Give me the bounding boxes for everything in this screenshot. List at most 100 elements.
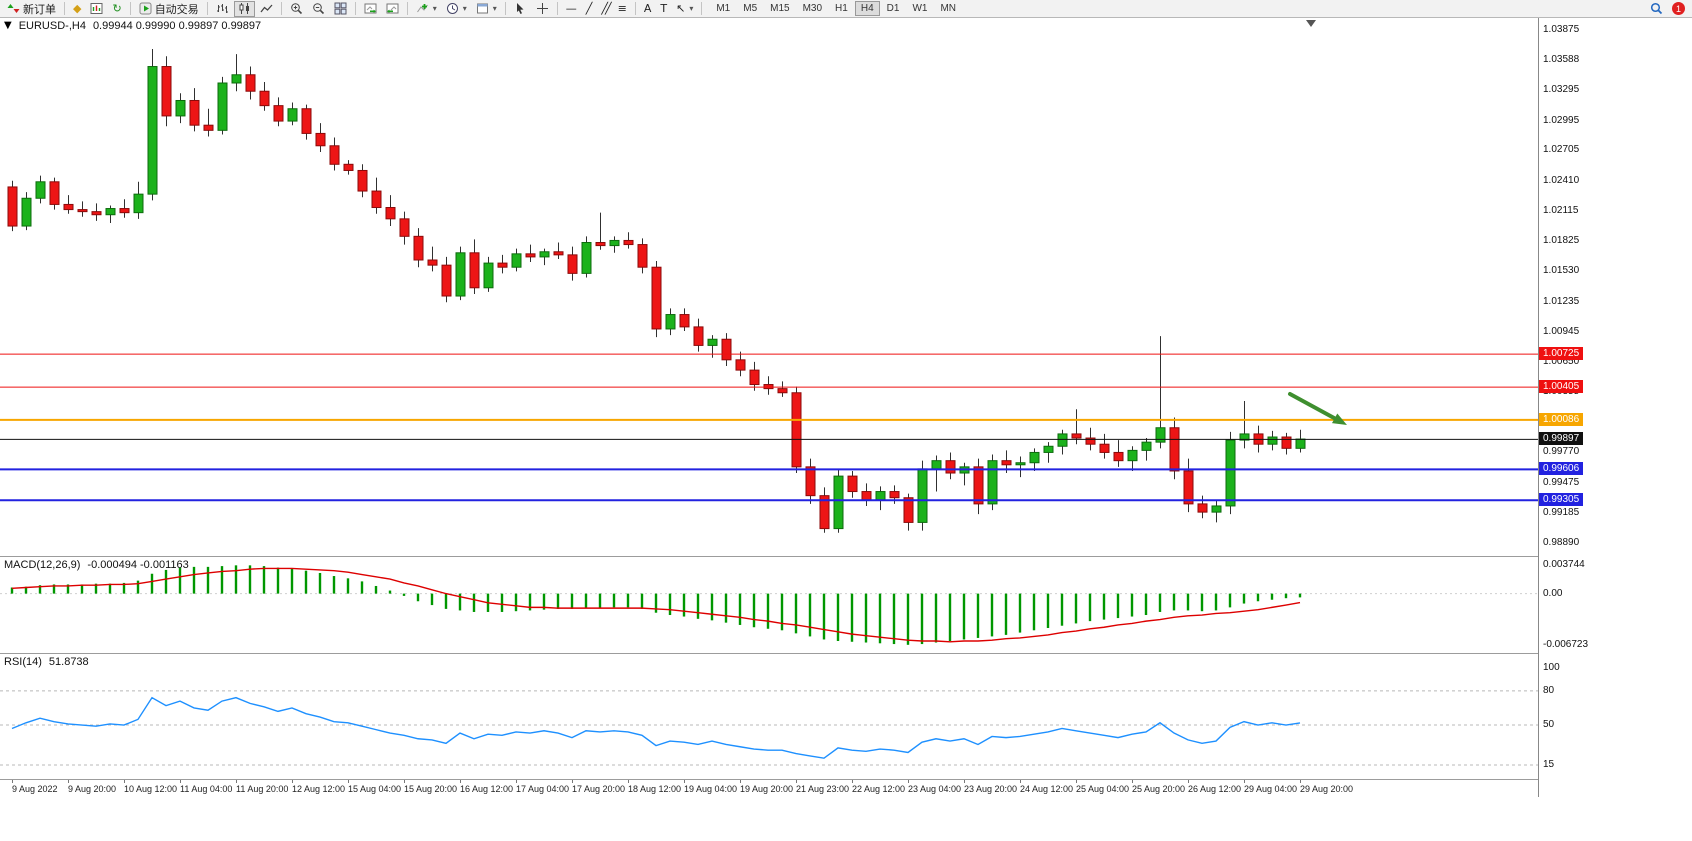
timeframe-mn[interactable]: MN: [934, 1, 962, 16]
time-label: 24 Aug 12:00: [1020, 784, 1074, 794]
time-label: 19 Aug 04:00: [684, 784, 738, 794]
trendline-button[interactable]: ╱: [582, 1, 597, 17]
candle: [147, 49, 158, 201]
candle: [497, 254, 508, 274]
timeframe-h1[interactable]: H1: [829, 1, 854, 16]
search-button[interactable]: [1646, 1, 1667, 17]
auto-scroll-button[interactable]: [360, 1, 381, 17]
candle: [1043, 442, 1054, 463]
candle: [1029, 448, 1040, 471]
zoom-out-button[interactable]: [308, 1, 329, 17]
autotrading-button[interactable]: 自动交易: [135, 1, 203, 17]
fibonacci-button[interactable]: ≡: [614, 1, 631, 17]
candle: [749, 361, 760, 391]
candle: [581, 236, 592, 278]
horizontal-line-button[interactable]: —: [562, 1, 581, 17]
rsi-surface[interactable]: [0, 654, 1538, 779]
candle: [273, 97, 284, 127]
time-tick: [1188, 780, 1189, 783]
candle: [63, 195, 74, 214]
candle: [203, 108, 214, 137]
indicators-button[interactable]: ▾: [412, 1, 441, 17]
symbols-button[interactable]: ◆: [69, 1, 85, 17]
timeframe-m30[interactable]: M30: [797, 1, 828, 16]
toolbar-separator: [64, 2, 65, 15]
trend-arrow-annotation[interactable]: [1288, 392, 1347, 425]
time-tick: [684, 780, 685, 783]
chart-workspace: ▼ EURUSD-,H4 0.99944 0.99990 0.99897 0.9…: [0, 18, 1692, 797]
time-axis[interactable]: 9 Aug 2022 9 Aug 20:00 10 Aug 12:00 11 Aug …: [0, 780, 1538, 797]
time-label: 19 Aug 20:00: [740, 784, 794, 794]
candle: [651, 261, 662, 338]
timeframe-d1[interactable]: D1: [881, 1, 906, 16]
macd-scale-label: 0.003744: [1543, 559, 1585, 570]
candlestick-chart-icon: [239, 3, 249, 14]
time-tick: [740, 780, 741, 783]
candle: [763, 376, 774, 395]
bar-chart-button[interactable]: [212, 1, 233, 17]
timeframe-w1[interactable]: W1: [906, 1, 933, 16]
price-tick-label: 1.00945: [1543, 325, 1580, 337]
time-tick: [516, 780, 517, 783]
candle: [609, 236, 620, 253]
candlestick-chart-button[interactable]: [233, 0, 255, 17]
arrows-tool-button[interactable]: ↖ ▾: [672, 1, 697, 17]
candle: [1141, 438, 1152, 461]
tile-windows-icon: [334, 2, 347, 15]
chart-shift-marker[interactable]: [1306, 20, 1316, 27]
templates-dropdown-caret: ▾: [492, 4, 497, 13]
rsi-panel: RSI(14) 51.8738: [0, 654, 1538, 779]
zoom-in-button[interactable]: [286, 1, 307, 17]
candle: [945, 452, 956, 480]
macd-surface[interactable]: [0, 557, 1538, 653]
candle: [595, 212, 606, 250]
price-chart-surface[interactable]: [0, 18, 1538, 556]
price-tick-label: 1.03588: [1543, 53, 1580, 65]
cursor-button[interactable]: [510, 1, 531, 17]
candle: [1225, 431, 1236, 515]
panel-separator[interactable]: [0, 779, 1692, 780]
crosshair-button[interactable]: [532, 1, 553, 17]
macd-panel: MACD(12,26,9) -0.000494 -0.001163: [0, 557, 1538, 653]
new-order-button[interactable]: 新订单: [3, 1, 60, 17]
price-tick-label: 1.02995: [1543, 114, 1580, 126]
periods-button[interactable]: ▾: [442, 1, 471, 17]
autotrading-label: 自动交易: [154, 3, 199, 16]
text-label-tool-button[interactable]: T: [656, 1, 671, 17]
panel-separator[interactable]: [0, 653, 1692, 654]
macd-signal-line: [11, 567, 1301, 643]
toolbar-separator: [406, 2, 408, 15]
chart-shift-button[interactable]: [382, 1, 403, 17]
timeframe-h4[interactable]: H4: [854, 1, 880, 16]
line-chart-icon: [260, 4, 273, 13]
line-chart-button[interactable]: [256, 1, 277, 17]
text-tool-button[interactable]: A: [640, 1, 656, 17]
price-scale[interactable]: 1.03875 1.03588 1.03295 1.02995 1.02705 1.024…: [1538, 18, 1692, 797]
price-level-label: 0.99305: [1539, 493, 1584, 507]
refresh-button[interactable]: ↻: [108, 1, 125, 17]
templates-button[interactable]: ▾: [472, 1, 501, 17]
candle: [679, 308, 690, 332]
time-label: 10 Aug 12:00: [124, 784, 178, 794]
time-label: 17 Aug 04:00: [516, 784, 570, 794]
time-tick: [68, 780, 69, 783]
tile-windows-button[interactable]: [330, 1, 351, 17]
equidistant-channel-button[interactable]: ╱╱: [597, 1, 612, 17]
timeframe-m15[interactable]: M15: [764, 1, 795, 16]
candle: [721, 333, 732, 366]
new-chart-button[interactable]: [86, 1, 107, 17]
candle: [175, 93, 186, 124]
timeframe-m5[interactable]: M5: [737, 1, 763, 16]
time-label: 22 Aug 12:00: [852, 784, 906, 794]
panel-separator[interactable]: [0, 556, 1692, 557]
notification-badge[interactable]: 1: [1672, 2, 1685, 15]
current-price-label: 0.99897: [1539, 432, 1584, 446]
one-click-trading-toggle[interactable]: ▼: [4, 20, 12, 31]
candle: [189, 88, 200, 132]
autotrading-icon: [139, 2, 152, 15]
new-order-icon: [7, 4, 20, 13]
timeframe-m1[interactable]: M1: [710, 1, 736, 16]
chart-shift-icon: [386, 3, 399, 14]
macd-scale-label: -0.006723: [1543, 639, 1589, 650]
candle: [35, 175, 46, 204]
